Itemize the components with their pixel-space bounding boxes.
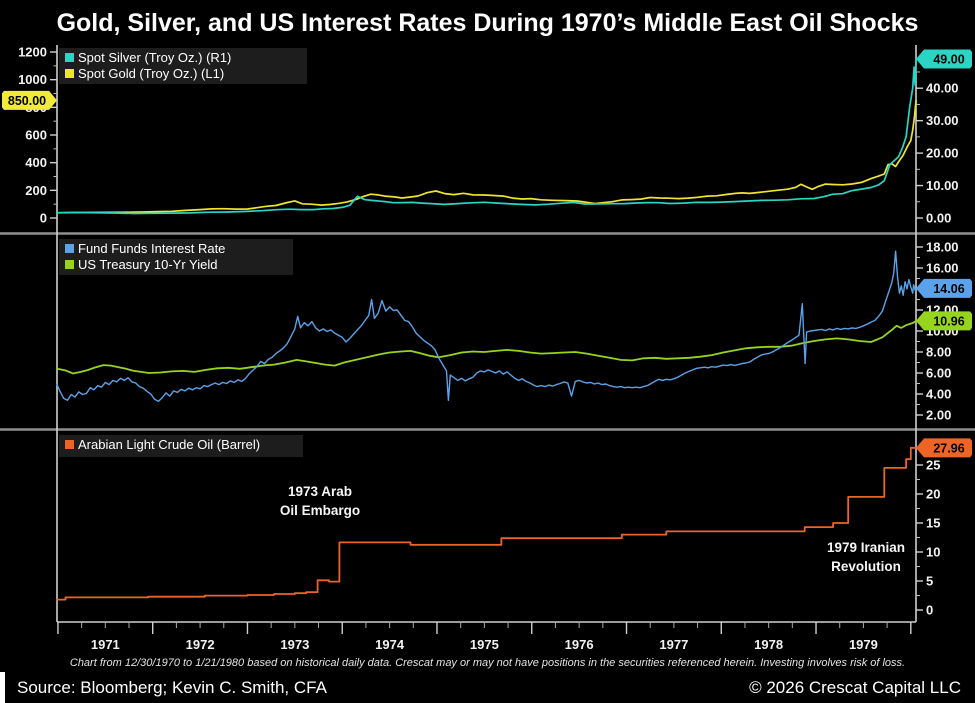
legend-label: Fund Funds Interest Rate	[78, 241, 225, 256]
x-axis-year-label: 1972	[186, 637, 215, 652]
legend-label: Spot Silver (Troy Oz.) (R1)	[78, 50, 231, 65]
y-axis-left-label: 600	[25, 128, 47, 143]
price-badge-text: 14.06	[933, 282, 964, 296]
price-badge	[2, 90, 57, 110]
y-axis-left-label: 1200	[18, 45, 47, 60]
y-axis-right-label: 2.00	[926, 408, 951, 423]
price-badge	[916, 278, 972, 298]
price-badge-text: 27.96	[933, 441, 964, 455]
y-axis-left-label: 200	[25, 183, 47, 198]
disclaimer-text: Chart from 12/30/1970 to 1/21/1980 based…	[69, 657, 906, 669]
y-axis-left-label: 1000	[18, 72, 47, 87]
y-axis-right-label: 10.00	[926, 178, 959, 193]
y-axis-right-label: 16.00	[926, 261, 959, 276]
series-us-treasury-10-yr-yield	[56, 319, 917, 375]
legend-swatch	[65, 440, 74, 449]
y-axis-left-label: 0	[40, 211, 47, 226]
legend-box	[59, 48, 307, 84]
y-axis-right-label: 25	[926, 458, 940, 473]
legend-swatch	[65, 260, 74, 269]
legend-label: Arabian Light Crude Oil (Barrel)	[78, 437, 260, 452]
price-badge	[916, 438, 972, 458]
panel-interest-rates: 2.004.006.008.0010.0012.0014.0016.0018.0…	[56, 239, 972, 423]
y-axis-right-label: 6.00	[926, 366, 951, 381]
x-axis-year-label: 1973	[280, 637, 309, 652]
price-badge-text: 49.00	[933, 53, 964, 67]
series-fund-funds-interest-rate	[56, 250, 917, 403]
x-axis-year-label: 1971	[91, 637, 120, 652]
y-axis-left-label: 400	[25, 155, 47, 170]
legend-box	[59, 435, 303, 457]
chart-title: Gold, Silver, and US Interest Rates Duri…	[56, 9, 919, 37]
y-axis-right-label: 15	[926, 516, 940, 531]
price-badge-text: 850.00	[8, 94, 46, 108]
panel-precious-metals: 0200400600800100012000.0010.0020.0030.00…	[2, 45, 972, 226]
chart-canvas: 0200400600800100012000.0010.0020.0030.00…	[0, 45, 975, 652]
y-axis-right-label: 40.00	[926, 81, 959, 96]
y-axis-right-label: 10	[926, 545, 940, 560]
y-axis-right-label: 30.00	[926, 113, 959, 128]
y-axis-right-label: 4.00	[926, 387, 951, 402]
legend-label: Spot Gold (Troy Oz.) (L1)	[78, 66, 224, 81]
series-spot-silver-troy-oz-r1-	[56, 58, 917, 215]
source-bar: Source: Bloomberg; Kevin C. Smith, CFA ©…	[0, 672, 975, 703]
x-axis-year-label: 1974	[375, 637, 405, 652]
y-axis-right-label: 20.00	[926, 146, 959, 161]
y-axis-right-label: 18.00	[926, 240, 959, 255]
panel-crude-oil: 0 5 10 15 20 25 Arabian Light Crude Oil (Barre…	[56, 435, 972, 618]
y-axis-right-label: 5	[926, 574, 933, 589]
y-axis-right-label: 8.00	[926, 345, 951, 360]
y-axis-right-label: 20	[926, 487, 940, 502]
legend-box	[59, 239, 293, 275]
annotation-text: Revolution	[831, 559, 901, 574]
legend-swatch	[65, 69, 74, 78]
annotation-text: 1973 Arab	[288, 484, 352, 499]
annotation-text: Oil Embargo	[280, 503, 360, 518]
x-axis-year-label: 1975	[470, 637, 499, 652]
x-axis-year-label: 1979	[849, 637, 878, 652]
series-arabian-light-crude-oil-barrel-	[56, 446, 917, 601]
x-axis-year-label: 1978	[754, 637, 783, 652]
legend-swatch	[65, 244, 74, 253]
price-badge	[916, 311, 972, 331]
price-badge	[916, 49, 972, 69]
y-axis-right-label: 0	[926, 603, 933, 618]
legend-swatch	[65, 53, 74, 62]
source-text: Source: Bloomberg; Kevin C. Smith, CFA	[17, 677, 327, 697]
annotation-text: 1979 Iranian	[827, 540, 905, 555]
copyright-text: © 2026 Crescat Capital LLC	[749, 677, 961, 697]
series-spot-gold-troy-oz-l1-	[56, 99, 917, 214]
legend-label: US Treasury 10-Yr Yield	[78, 257, 217, 272]
price-badge-text: 10.96	[933, 314, 964, 328]
y-axis-right-label: 0.00	[926, 211, 951, 226]
x-axis-year-label: 1976	[565, 637, 594, 652]
x-axis-year-label: 1977	[659, 637, 688, 652]
